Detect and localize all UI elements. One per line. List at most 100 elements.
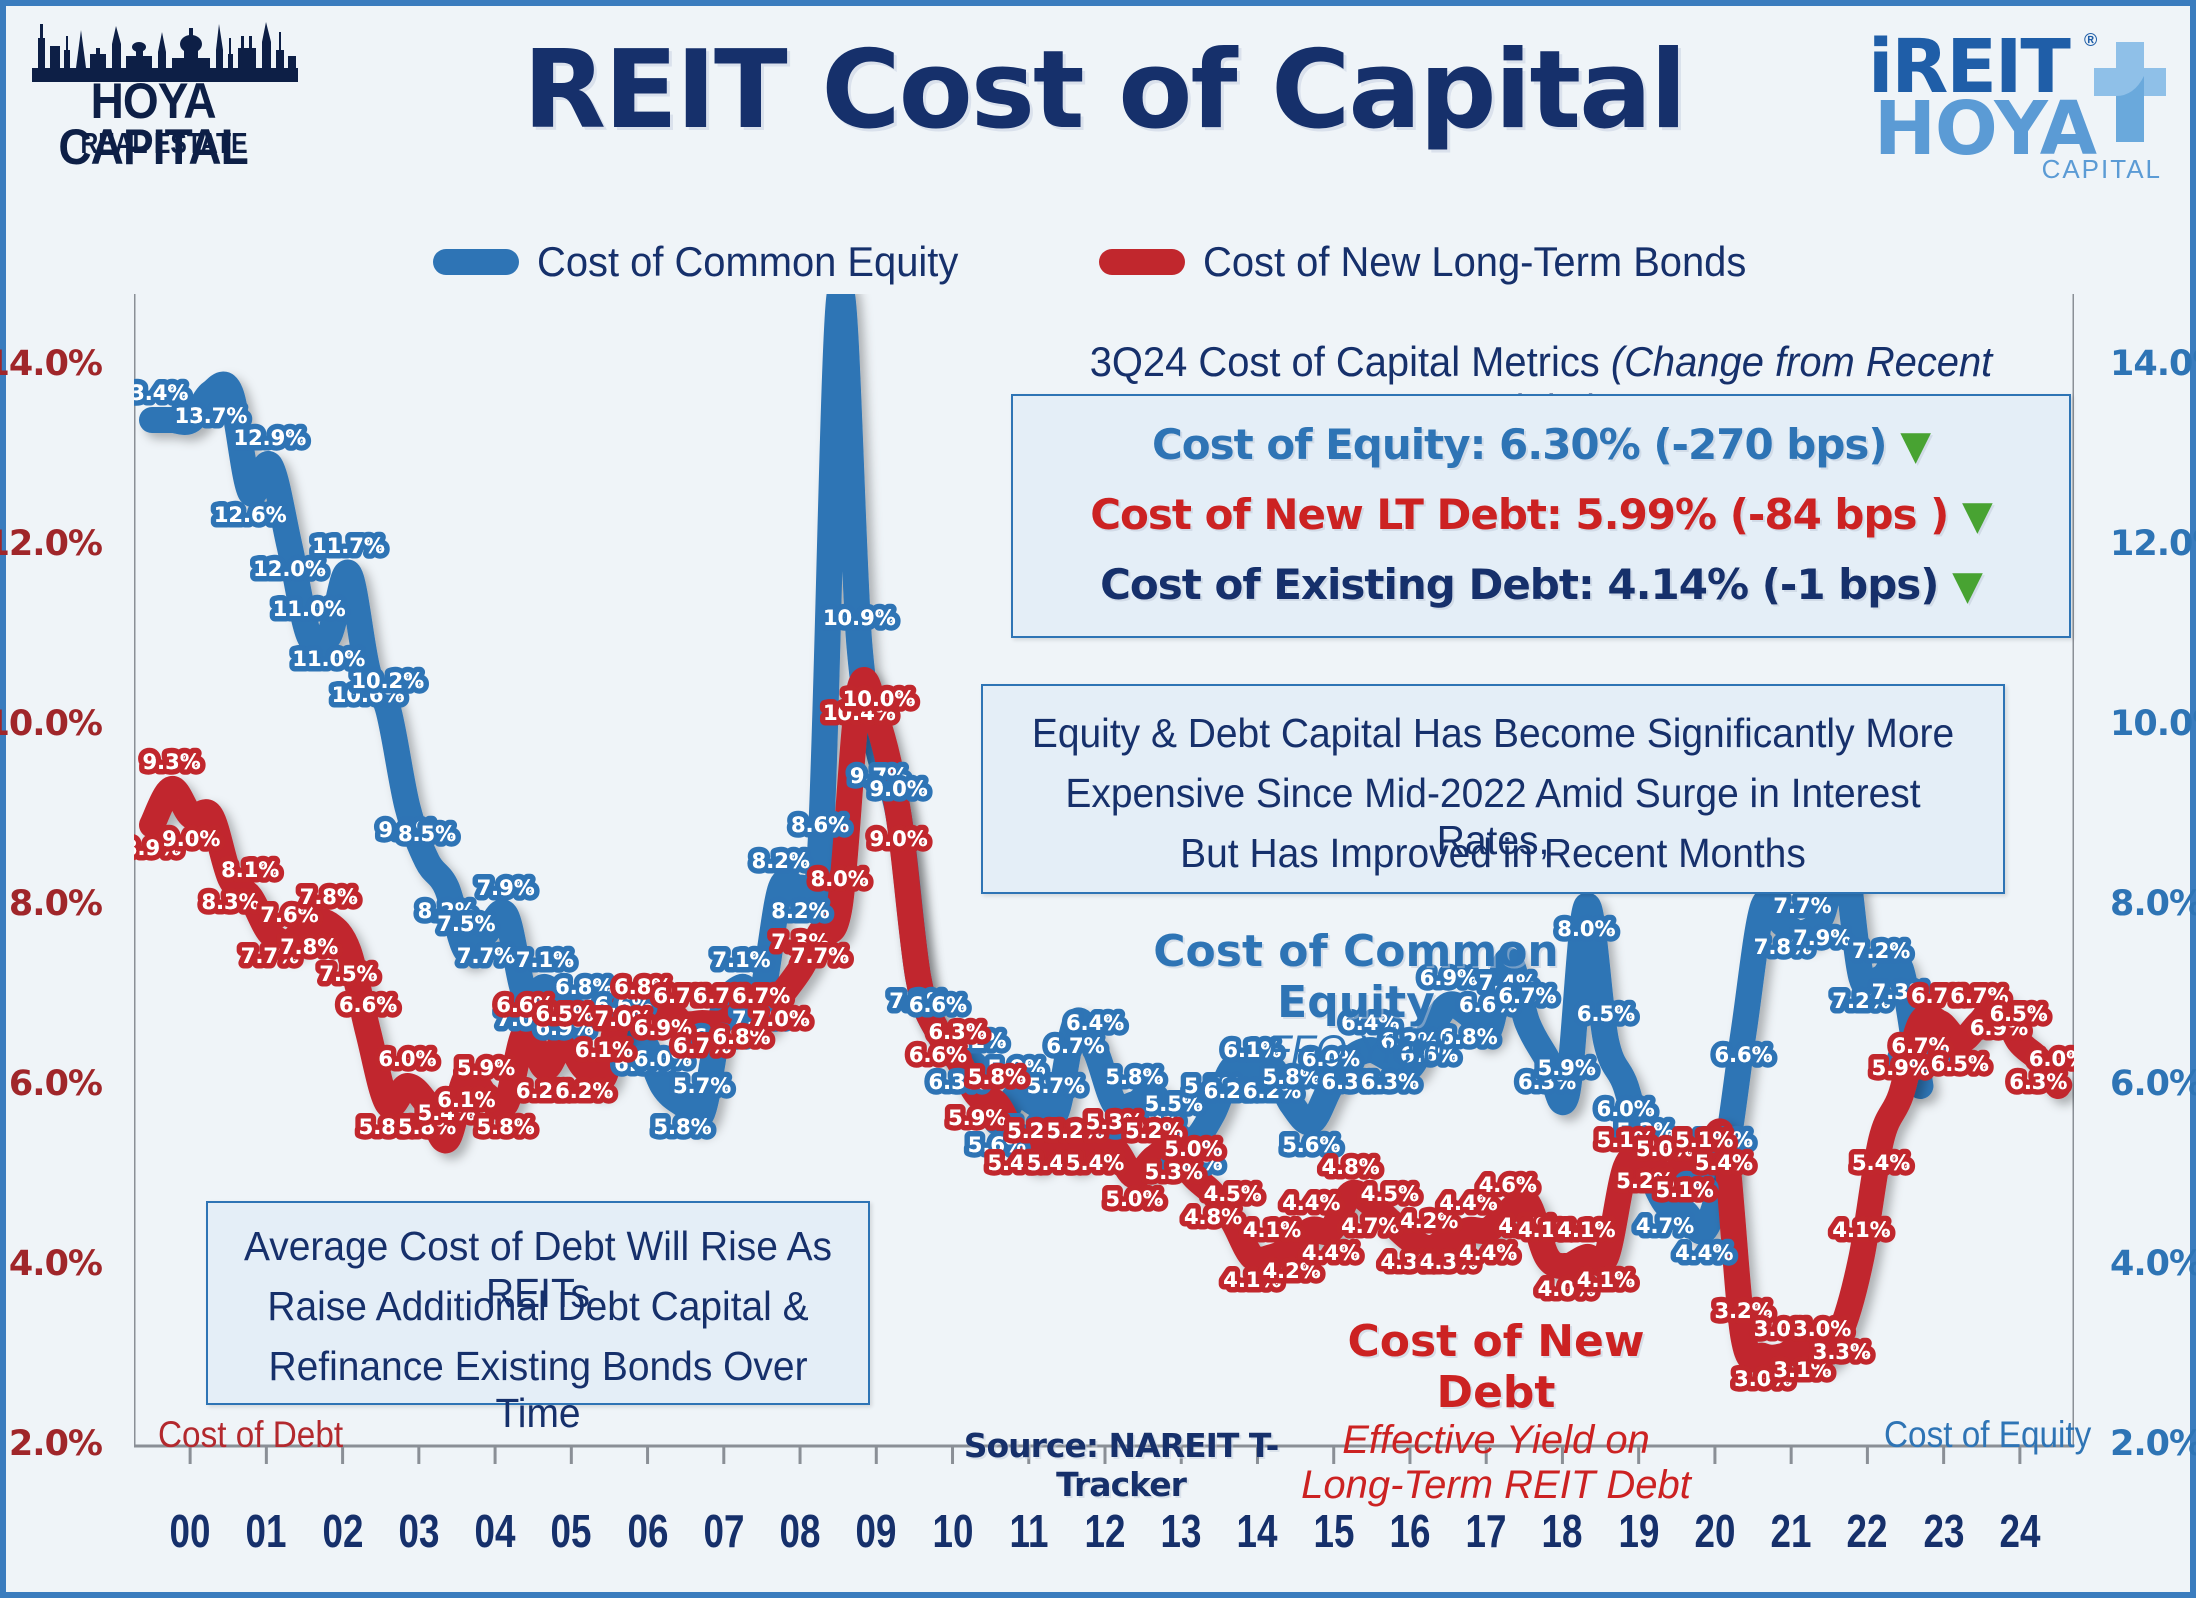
data-label: 6.5%6.5% <box>1925 1047 1994 1082</box>
cross-icon <box>2094 42 2166 142</box>
data-label: 6.8%6.8% <box>687 1020 756 1055</box>
y-axis-right-tick: 4.0% <box>2110 1244 2196 1284</box>
svg-text:4.4%: 4.4% <box>1302 1241 1360 1265</box>
data-label: 6.8%6.8% <box>550 970 619 1005</box>
svg-text:3.3%: 3.3% <box>1813 1340 1871 1364</box>
svg-text:5.6%: 5.6% <box>968 1133 1026 1157</box>
svg-text:3.3%: 3.3% <box>1813 1340 1871 1364</box>
data-label: 6.1%6.1% <box>569 1033 638 1068</box>
svg-text:10.4%: 10.4% <box>823 701 896 725</box>
data-label: 6.3%6.3% <box>923 1015 992 1050</box>
svg-text:6.5%: 6.5% <box>536 1002 594 1026</box>
svg-text:7.2%: 7.2% <box>889 989 947 1013</box>
svg-text:6.3%: 6.3% <box>929 1070 987 1094</box>
metric-label-existing-debt: Cost of Existing Debt: 4.14% (-1 bps) <box>1100 560 1939 609</box>
x-axis-tick: 21 <box>1770 1505 1812 1557</box>
data-label: 8.0%8.0% <box>1552 912 1621 947</box>
data-label: 6.6%6.6% <box>1395 1038 1464 1073</box>
svg-text:4.2%: 4.2% <box>1263 1259 1321 1283</box>
svg-text:6.6%: 6.6% <box>339 993 397 1017</box>
svg-text:6.7%: 6.7% <box>673 1034 731 1058</box>
data-label: 6.6%6.6% <box>491 988 560 1023</box>
svg-text:6.2%: 6.2% <box>1380 1029 1438 1053</box>
svg-text:6.2%: 6.2% <box>555 1079 613 1103</box>
svg-text:5.8%: 5.8% <box>398 1115 456 1139</box>
svg-text:5.4%: 5.4% <box>1695 1151 1753 1175</box>
x-axis-tick: 05 <box>550 1505 592 1557</box>
svg-text:7.0%: 7.0% <box>752 1007 810 1031</box>
svg-text:7.8%: 7.8% <box>280 935 338 959</box>
hoya-logo-name: HOYA CAPITAL <box>58 73 248 175</box>
data-label: 5.3%5.3% <box>1080 1105 1149 1140</box>
svg-text:6.0%: 6.0% <box>1302 1047 1360 1071</box>
svg-text:5.8%: 5.8% <box>359 1115 417 1139</box>
svg-text:9.0%: 9.0% <box>162 827 220 851</box>
svg-text:4.1%: 4.1% <box>1223 1268 1281 1292</box>
svg-text:4.1%: 4.1% <box>1557 1218 1615 1242</box>
svg-text:8.1%: 8.1% <box>221 858 279 882</box>
svg-text:12.9%: 12.9% <box>233 426 306 450</box>
data-label: 12.6%12.6% <box>208 498 292 533</box>
svg-text:6.0%: 6.0% <box>2029 1047 2074 1071</box>
svg-text:5.8%: 5.8% <box>653 1115 711 1139</box>
svg-text:6.2%: 6.2% <box>948 1029 1006 1053</box>
svg-text:6.7%: 6.7% <box>1046 1034 1104 1058</box>
svg-text:8.0%: 8.0% <box>811 867 869 891</box>
svg-text:9.1%: 9.1% <box>378 818 436 842</box>
data-label: 10.2%10.2% <box>346 664 430 699</box>
svg-text:4.1%: 4.1% <box>1518 1218 1576 1242</box>
svg-text:5.2%: 5.2% <box>1616 1169 1674 1193</box>
svg-text:5.7%: 5.7% <box>1184 1074 1242 1098</box>
svg-text:6.6%: 6.6% <box>909 993 967 1017</box>
svg-text:4.1%: 4.1% <box>1577 1268 1635 1292</box>
svg-text:7.8%: 7.8% <box>1754 935 1812 959</box>
data-label: 6.6%6.6% <box>334 988 403 1023</box>
commentary-box: Equity & Debt Capital Has Become Signifi… <box>981 684 2005 894</box>
svg-text:6.0%: 6.0% <box>378 1047 436 1071</box>
data-label: 7.0%7.0% <box>727 1002 796 1037</box>
svg-text:5.9%: 5.9% <box>1125 1106 1183 1130</box>
svg-text:4.8%: 4.8% <box>1184 1205 1242 1229</box>
svg-text:8.5%: 8.5% <box>398 822 456 846</box>
svg-text:5.8%: 5.8% <box>477 1115 535 1139</box>
data-label: 5.6%5.6% <box>1277 1128 1346 1163</box>
svg-text:5.7%: 5.7% <box>1027 1074 1085 1098</box>
svg-text:3.0%: 3.0% <box>1793 1317 1851 1341</box>
svg-text:7.7%: 7.7% <box>791 944 849 968</box>
svg-text:4.4%: 4.4% <box>1282 1191 1340 1215</box>
svg-text:6.8%: 6.8% <box>555 975 613 999</box>
svg-text:6.0%: 6.0% <box>634 1047 692 1071</box>
data-label: 6.7%6.7% <box>727 979 796 1014</box>
x-axis-tick: 02 <box>322 1505 364 1557</box>
svg-text:6.0%: 6.0% <box>1597 1097 1655 1121</box>
svg-text:5.8%: 5.8% <box>1263 1065 1321 1089</box>
data-label: 7.8%7.8% <box>275 930 344 965</box>
svg-text:10.9%: 10.9% <box>823 606 896 630</box>
svg-text:6.8%: 6.8% <box>693 1025 751 1049</box>
data-label: 5.1%5.1% <box>1591 1123 1660 1158</box>
svg-text:6.2%: 6.2% <box>1204 1079 1262 1103</box>
legend-item-debt[interactable]: Cost of New Long-Term Bonds <box>1098 238 1775 286</box>
data-label: 6.7%6.7% <box>668 1029 737 1064</box>
svg-text:13.7%: 13.7% <box>175 404 248 428</box>
svg-text:9.0%: 9.0% <box>870 777 928 801</box>
equity-series-caption: Cost of Common Equity FFO Yield <box>1086 926 1626 1073</box>
legend-item-equity[interactable]: Cost of Common Equity <box>433 238 981 286</box>
svg-text:6.5%: 6.5% <box>614 1052 672 1076</box>
svg-text:5.8%: 5.8% <box>1263 1065 1321 1089</box>
metrics-box: Cost of Equity: 6.30% (-270 bps) ▼ Cost … <box>1011 394 2071 638</box>
svg-text:5.4%: 5.4% <box>1695 1151 1753 1175</box>
data-label: 6.2%6.2% <box>1198 1074 1267 1109</box>
svg-text:6.0%: 6.0% <box>1891 1047 1949 1071</box>
svg-text:7.6%: 7.6% <box>260 903 318 927</box>
data-label: 5.4%5.4% <box>1061 1146 1130 1181</box>
svg-text:5.4%: 5.4% <box>1066 1151 1124 1175</box>
svg-text:12.6%: 12.6% <box>214 503 287 527</box>
svg-text:7.1%: 7.1% <box>516 948 574 972</box>
data-label: 6.1%6.1% <box>432 1083 501 1118</box>
svg-text:12.9%: 12.9% <box>233 426 306 450</box>
svg-text:7.7%: 7.7% <box>241 944 299 968</box>
svg-text:6.4%: 6.4% <box>1341 1011 1399 1035</box>
x-axis-tick: 24 <box>1999 1505 2041 1557</box>
svg-text:7.2%: 7.2% <box>1852 939 1910 963</box>
